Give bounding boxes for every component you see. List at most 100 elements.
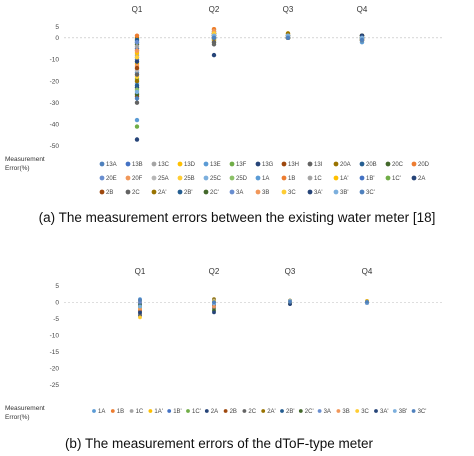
- data-point: [138, 315, 142, 320]
- legend-label: 2C: [132, 190, 140, 196]
- legend-label: 1C: [136, 409, 144, 415]
- legend-marker: [242, 409, 247, 413]
- legend-marker: [255, 189, 261, 195]
- legend-marker: [229, 175, 235, 181]
- y-axis-label: Error(%): [5, 414, 30, 421]
- legend-label: 1A': [154, 409, 162, 415]
- legend-label: 25D: [236, 176, 248, 182]
- legend-marker: [333, 175, 339, 181]
- y-tick-label: -50: [50, 143, 60, 150]
- legend-marker: [307, 161, 313, 167]
- data-point: [134, 65, 140, 71]
- legend-marker: [281, 175, 287, 181]
- data-point: [288, 299, 292, 304]
- legend-marker: [125, 175, 131, 181]
- legend-label: 1B: [288, 176, 295, 182]
- legend-marker: [317, 409, 322, 413]
- legend-label: 13G: [262, 162, 274, 168]
- legend-marker: [177, 161, 183, 167]
- y-tick-label: -40: [50, 122, 60, 129]
- legend-label: 3C': [366, 190, 375, 196]
- legend-marker: [307, 189, 313, 195]
- legend-marker: [203, 161, 209, 167]
- caption-a: (a) The measurement errors between the e…: [39, 210, 436, 225]
- legend-label: 2B: [106, 190, 113, 196]
- data-point: [134, 96, 140, 101]
- legend-marker: [261, 409, 266, 413]
- legend-label: 1B: [117, 409, 124, 415]
- category-label: Q4: [362, 267, 373, 276]
- legend-marker: [177, 189, 183, 195]
- data-point: [134, 59, 140, 64]
- y-tick-label: -20: [50, 78, 60, 85]
- y-axis-label: Measurement: [5, 405, 45, 412]
- legend-marker: [392, 409, 397, 413]
- legend-label: 3B: [262, 190, 269, 196]
- legend-label: 25B: [184, 176, 195, 182]
- legend-marker: [186, 409, 190, 413]
- legend-label: 13D: [184, 162, 196, 168]
- legend-label: 1C': [192, 409, 201, 415]
- y-tick-label: 5: [55, 24, 59, 31]
- legend-marker: [167, 409, 172, 413]
- y-tick-label: -20: [50, 366, 60, 373]
- legend-label: 1B': [366, 176, 374, 182]
- legend-marker: [333, 189, 339, 195]
- data-point: [212, 300, 216, 305]
- category-label: Q2: [209, 5, 220, 14]
- legend-marker: [110, 409, 115, 413]
- y-tick-label: 5: [55, 283, 59, 290]
- legend-marker: [333, 161, 339, 167]
- legend-label: 3C': [418, 409, 427, 415]
- legend-label: 2B': [286, 409, 294, 415]
- legend-marker: [99, 175, 105, 181]
- legend-label: 13I: [314, 162, 323, 168]
- legend-label: 1C': [392, 176, 401, 182]
- legend-marker: [307, 175, 313, 181]
- legend-marker: [359, 189, 365, 195]
- legend-label: 13H: [288, 162, 299, 168]
- data-point: [134, 117, 140, 123]
- legend-label: 2C': [210, 190, 219, 196]
- legend-marker: [99, 189, 105, 195]
- legend-marker: [92, 409, 96, 413]
- y-tick-label: -10: [50, 333, 60, 340]
- data-point: [138, 310, 142, 315]
- legend-marker: [336, 409, 341, 413]
- data-point: [134, 33, 140, 38]
- data-point: [211, 52, 217, 58]
- legend-marker: [298, 409, 303, 413]
- legend-marker: [355, 409, 360, 413]
- data-point: [134, 100, 140, 105]
- data-point: [365, 299, 369, 304]
- y-axis-label: Error(%): [5, 165, 30, 172]
- legend-marker: [151, 161, 157, 167]
- y-tick-label: -30: [50, 100, 60, 107]
- caption-b: (b) The measurement errors of the dToF-t…: [65, 436, 374, 451]
- legend-label: 2B': [184, 190, 192, 196]
- legend-marker: [359, 161, 365, 167]
- legend-label: 1A: [262, 176, 269, 182]
- legend-marker: [255, 161, 261, 167]
- data-point: [134, 48, 140, 53]
- legend-marker: [385, 175, 391, 181]
- legend-marker: [151, 175, 157, 181]
- data-point: [211, 39, 217, 45]
- y-tick-label: -25: [50, 382, 60, 389]
- legend-label: 25A: [158, 176, 169, 182]
- legend-label: 2A': [267, 409, 275, 415]
- legend-label: 2A': [158, 190, 166, 196]
- legend-marker: [281, 161, 287, 167]
- data-point: [212, 310, 216, 315]
- legend-label: 13C: [158, 162, 170, 168]
- legend-marker: [385, 161, 391, 167]
- legend-marker: [229, 189, 235, 195]
- data-point: [134, 78, 140, 84]
- legend-label: 3A: [324, 409, 331, 415]
- y-tick-label: -5: [53, 316, 59, 323]
- category-label: Q3: [285, 267, 296, 276]
- legend-marker: [203, 175, 209, 181]
- y-axis-label: Measurement: [5, 156, 45, 163]
- legend-label: 20A: [340, 162, 351, 168]
